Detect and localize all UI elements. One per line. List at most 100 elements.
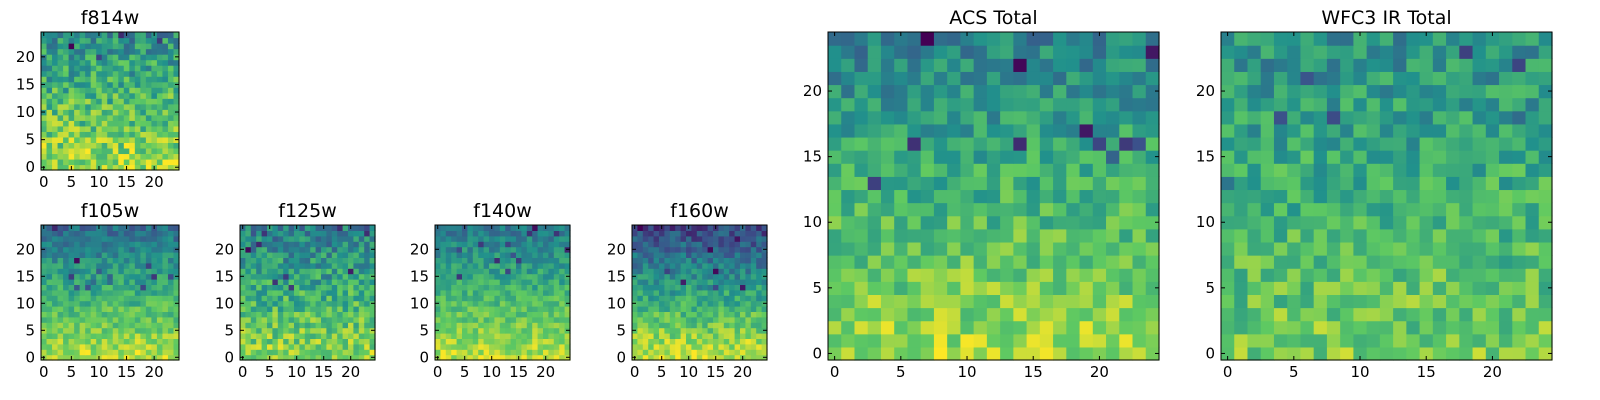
heatmap-cell (1273, 136, 1288, 151)
heatmap-cell (134, 120, 141, 127)
heatmap-cell (79, 81, 86, 88)
heatmap-cell (369, 306, 376, 312)
heatmap-cell (310, 257, 317, 264)
heatmap-cell (1260, 136, 1275, 151)
heatmap-cell (112, 354, 119, 361)
heatmap-cell (145, 92, 152, 99)
heatmap-cell (348, 306, 354, 312)
heatmap-cell (358, 338, 365, 345)
heatmap-cell (52, 295, 59, 302)
heatmap-cell (123, 316, 130, 323)
heatmap-cell (240, 230, 246, 237)
heatmap-cell (907, 189, 922, 204)
heatmap-cell (960, 346, 975, 361)
heatmap-cell (173, 76, 180, 83)
heatmap-cell (478, 225, 485, 231)
heatmap-cell (1053, 346, 1067, 361)
heatmap-cell (85, 306, 92, 312)
heatmap-cell (659, 349, 665, 356)
heatmap-cell (123, 230, 130, 237)
heatmap-cell (353, 327, 360, 334)
heatmap-cell (553, 338, 560, 345)
heatmap-cell (675, 338, 682, 345)
heatmap-cell (101, 164, 108, 171)
heatmap-cell (564, 349, 571, 356)
heatmap-cell (462, 246, 468, 253)
heatmap-cell (167, 300, 175, 307)
heatmap-cell (1525, 58, 1540, 72)
heatmap-cell (632, 268, 638, 275)
heatmap-cell (1538, 189, 1553, 204)
heatmap-cell (129, 268, 136, 275)
heatmap-cell (85, 125, 92, 132)
heatmap-cell (1287, 281, 1302, 295)
heatmap-cell (1353, 189, 1368, 204)
heatmap-cell (907, 123, 922, 138)
heatmap-cell (894, 202, 909, 217)
heatmap-cell (140, 268, 147, 275)
heatmap-cell (79, 32, 86, 39)
heatmap-cell (240, 322, 246, 329)
heatmap-cell (828, 84, 842, 99)
heatmap-cell (151, 131, 158, 138)
heatmap-cell (894, 241, 909, 256)
heatmap-cell (1079, 228, 1094, 243)
heatmap-cell (559, 268, 566, 275)
x-tick-label: 20 (145, 363, 164, 381)
heatmap-cell (1039, 333, 1054, 348)
heatmap-cell (478, 252, 485, 258)
heatmap-cell (1472, 241, 1487, 256)
heatmap-cell (156, 268, 164, 275)
heatmap-cell (46, 354, 53, 361)
heatmap-cell (642, 225, 649, 231)
heatmap-cell (277, 354, 284, 361)
heatmap-cell (632, 257, 638, 264)
heatmap-cell (1039, 150, 1054, 164)
heatmap-cell (483, 289, 490, 296)
heatmap-cell (337, 257, 344, 264)
heatmap-cell (1353, 45, 1368, 59)
heatmap-cell (456, 241, 463, 248)
heatmap-cell (1538, 123, 1553, 138)
heatmap-cell (288, 322, 295, 329)
heatmap-cell (920, 97, 935, 112)
heatmap-cell (686, 273, 692, 280)
heatmap-cell (79, 241, 86, 248)
heatmap-cell (1472, 45, 1487, 59)
heatmap-cell (337, 225, 344, 231)
heatmap-cell (129, 230, 136, 237)
heatmap-cell (107, 164, 114, 171)
heatmap-cell (79, 246, 86, 253)
heatmap-cell (63, 54, 70, 61)
heatmap-cell (85, 262, 92, 269)
heatmap-cell (462, 257, 468, 264)
heatmap-cell (112, 300, 119, 307)
heatmap-cell (129, 65, 136, 72)
heatmap-cell (261, 257, 268, 264)
heatmap-cell (543, 300, 549, 307)
heatmap-cell (167, 246, 175, 253)
heatmap-cell (478, 333, 485, 339)
heatmap-cell (680, 327, 687, 334)
heatmap-cell (1119, 255, 1134, 269)
heatmap-cell (90, 92, 97, 99)
heatmap-cell (564, 268, 571, 275)
heatmap-cell (353, 338, 360, 345)
heatmap-cell (947, 333, 961, 348)
heatmap-cell (112, 32, 119, 39)
heatmap-cell (123, 54, 130, 61)
heatmap-cell (107, 109, 114, 116)
heatmap-cell (1499, 123, 1513, 138)
heatmap-cell (1145, 215, 1160, 230)
heatmap-cell (140, 37, 147, 44)
heatmap-cell (734, 316, 741, 323)
heatmap-cell (947, 268, 961, 282)
heatmap-cell (894, 333, 909, 348)
heatmap-cell (162, 103, 169, 110)
heatmap-cell (494, 316, 501, 323)
heatmap-cell (841, 97, 856, 112)
heatmap-cell (162, 65, 169, 72)
heatmap-cell (1106, 97, 1120, 112)
heatmap-cell (145, 257, 152, 264)
heatmap-cell (267, 289, 273, 296)
